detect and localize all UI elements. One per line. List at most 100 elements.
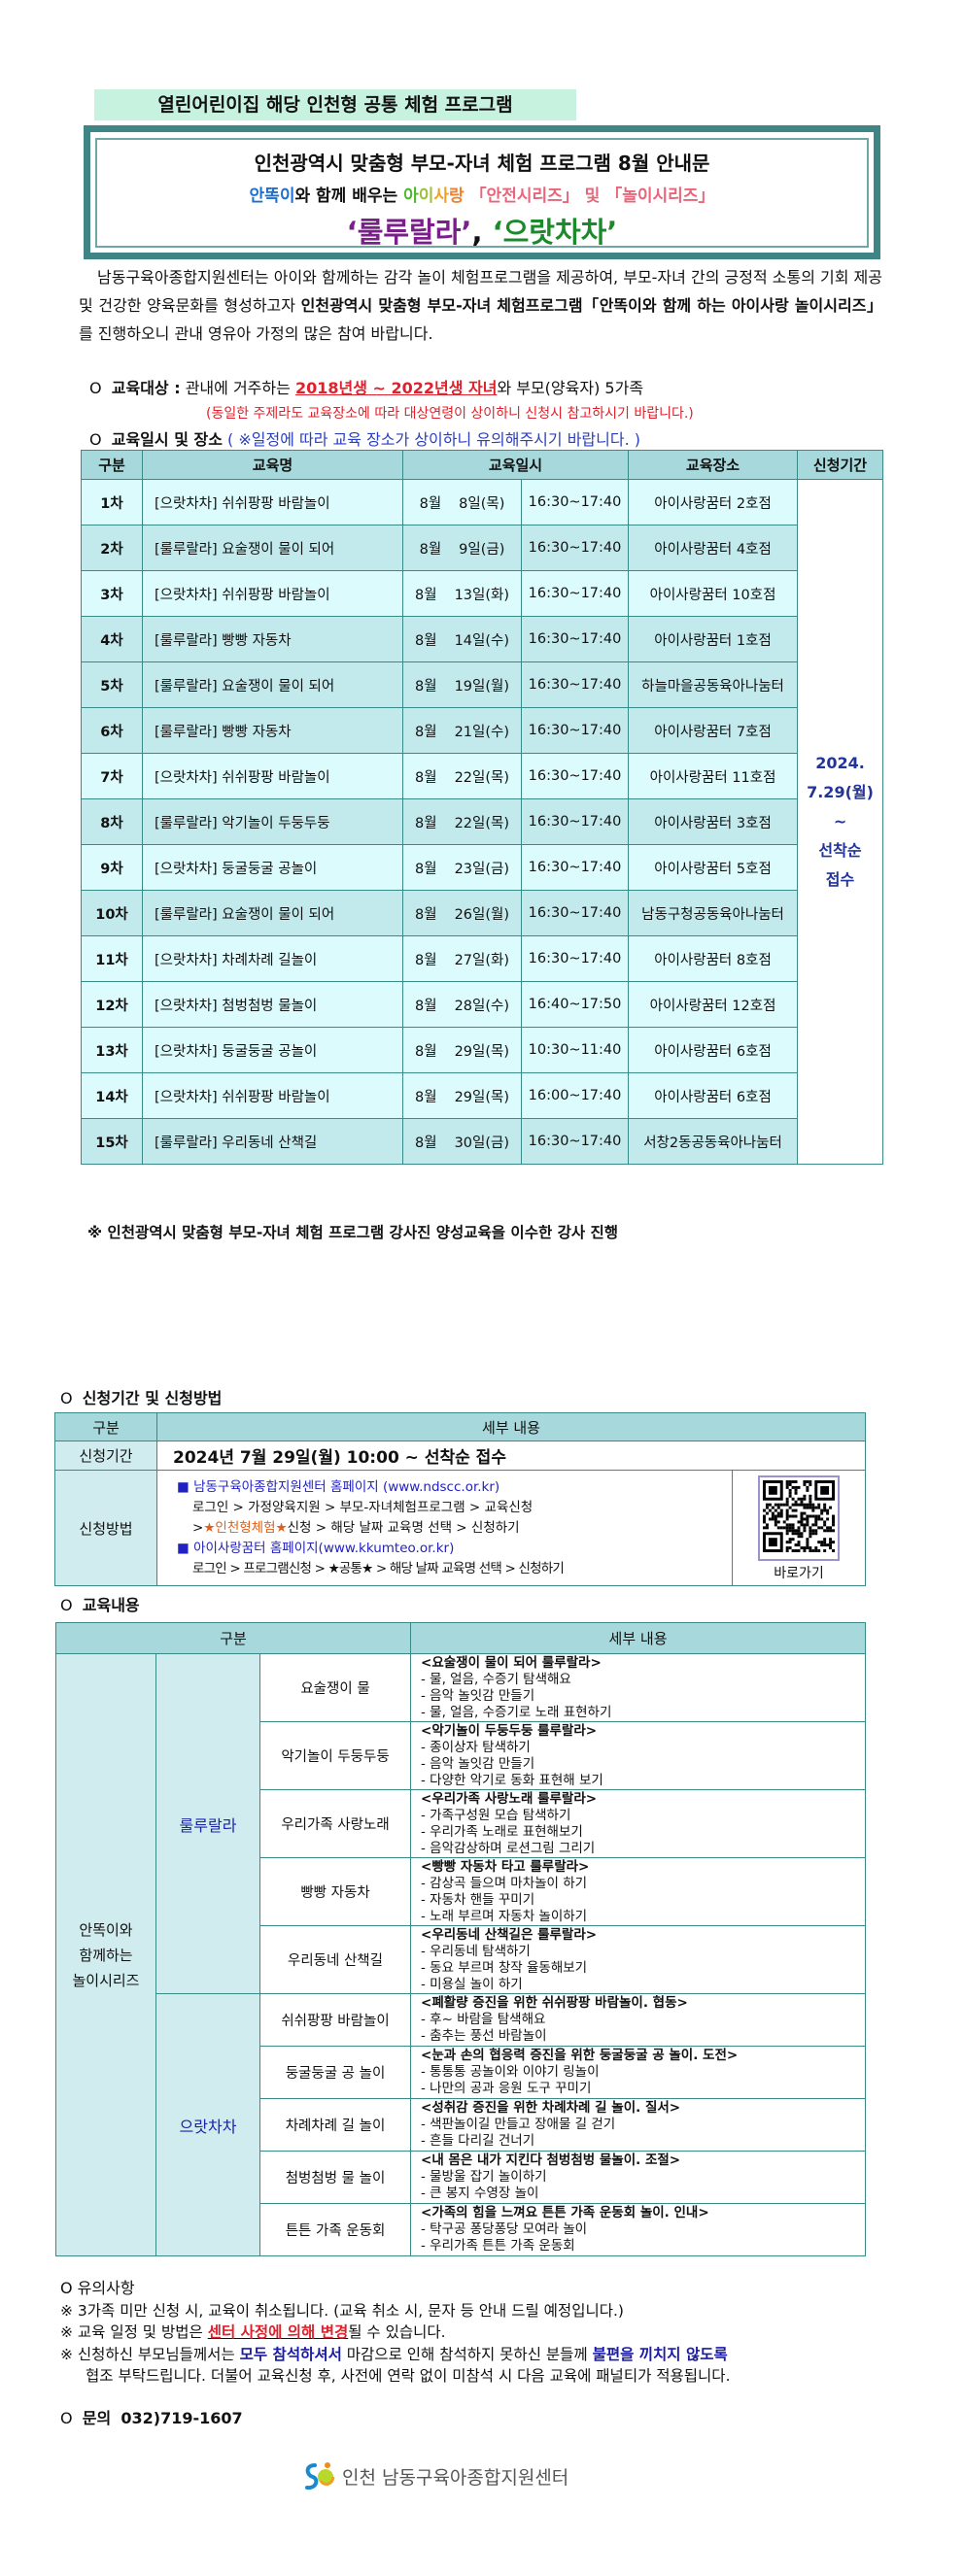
time: 16:30~17:40 bbox=[520, 753, 630, 799]
program-name: [룰루랄라] 빵빵 자동차 bbox=[142, 707, 403, 754]
day: 26일(월) bbox=[454, 906, 510, 923]
place: 아이사랑꿈터 7호점 bbox=[628, 707, 799, 754]
qr-label[interactable]: 바로가기 bbox=[774, 1566, 824, 1581]
qr-code[interactable] bbox=[758, 1475, 840, 1561]
intro-paragraph: 남동구육아종합지원센터는 아이와 함께하는 감각 놀이 체험프로그램을 제공하여… bbox=[79, 263, 882, 348]
site1-url[interactable]: (www.ndscc.or.kr) bbox=[382, 1478, 500, 1495]
target-line: O 교육대상 : 관내에 거주하는 2018년생 ~ 2022년생 자녀와 부모… bbox=[89, 375, 643, 398]
path-rest: 신청 > 해당 날짜 교육명 선택 > 신청하기 bbox=[287, 1519, 520, 1536]
time: 16:30~17:40 bbox=[520, 935, 630, 982]
session-number: 3차 bbox=[81, 570, 143, 617]
schedule-note: ( ※일정에 따라 교육 장소가 상이하니 유의해주시기 바랍니다. ) bbox=[222, 430, 640, 449]
schedule-row: 3차 [으랏차차] 쉬쉬팡팡 바람놀이 8월 13일(화) 16:30~17:40 아이사… bbox=[81, 570, 883, 617]
site1-path-2: >★인천형체험★신청 > 해당 날짜 교육명 선택 > 신청하기 bbox=[177, 1518, 732, 1539]
topic-details: <눈과 손의 협응력 증진을 위한 둥굴둥굴 공 놀이. 도전> - 통통통 공놀… bbox=[410, 2046, 867, 2099]
content-row: 악기놀이 두둥두둥 <악기놀이 두둥두둥 룰루랄라> - 종이상자 탐색하기 - 음악… bbox=[56, 1721, 867, 1790]
detail-line: <폐활량 증진을 위한 쉬쉬팡팡 바람놀이. 협동> bbox=[421, 1995, 688, 2011]
content-row: 빵빵 자동차 <빵빵 자동차 타고 룰루랄라> - 감상곡 들으며 마차놀이 하기 -… bbox=[56, 1857, 867, 1926]
qr-cell[interactable]: 바로가기 bbox=[732, 1470, 866, 1586]
place: 아이사랑꿈터 1호점 bbox=[628, 616, 799, 662]
time: 16:30~17:40 bbox=[520, 707, 630, 754]
note-text: ※ 신청하신 부모님들께서는 bbox=[60, 2345, 240, 2363]
schedule-row: 14차 [으랏차차] 쉬쉬팡팡 바람놀이 8월 29일(목) 16:00~17:40 아이… bbox=[81, 1072, 883, 1119]
date: 8월 30일(금) bbox=[402, 1118, 522, 1165]
place: 아이사랑꿈터 6호점 bbox=[628, 1027, 799, 1073]
program-name: [으랏차차] 차례차례 길놀이 bbox=[142, 935, 403, 982]
col-header: 구분 bbox=[54, 1412, 157, 1441]
schedule-row: 6차 [룰루랄라] 빵빵 자동차 8월 21일(수) 16:30~17:40 아이사랑꿈터… bbox=[81, 707, 883, 754]
program-name: [으랏차차] 쉬쉬팡팡 바람놀이 bbox=[142, 479, 403, 525]
month: 8월 bbox=[414, 724, 437, 740]
page-subtitle: 안똑이와 함께 배우는 아이사랑 「안전시리즈」 및 「놀이시리즈」 bbox=[97, 182, 867, 206]
detail-line: - 나만의 공과 응원 도구 꾸미기 bbox=[421, 2081, 592, 2096]
detail-line: <악기놀이 두둥두둥 룰루랄라> bbox=[421, 1722, 598, 1739]
bullet: O bbox=[60, 1389, 73, 1407]
session-number: 15차 bbox=[81, 1118, 143, 1165]
detail-line: - 통통통 공놀이와 이야기 링놀이 bbox=[421, 2064, 600, 2080]
period-line: 선착순 bbox=[818, 841, 862, 860]
target-post: 와 부모(양육자) 5가족 bbox=[497, 379, 644, 397]
day: 8일(목) bbox=[459, 495, 505, 512]
subtitle-aisarang-2: 이 bbox=[418, 186, 434, 206]
detail-line: - 물, 얼음, 수증기로 노래 표현하기 bbox=[421, 1704, 612, 1720]
period-line: ~ bbox=[833, 812, 847, 830]
square-bullet-icon: ■ bbox=[177, 1478, 189, 1495]
date: 8월 22일(목) bbox=[402, 753, 522, 799]
date: 8월 28일(수) bbox=[402, 981, 522, 1028]
month: 8월 bbox=[414, 906, 437, 923]
session-number: 14차 bbox=[81, 1072, 143, 1119]
detail-line: <가족의 힘을 느껴요 튼튼 가족 운동회 놀이. 인내> bbox=[421, 2205, 709, 2220]
topic-details: <성취감 증진을 위한 차례차례 길 놀이. 질서> - 색판놀이길 만들고 장애… bbox=[410, 2098, 867, 2152]
detail-line: - 다양한 악기로 동화 표현해 보기 bbox=[421, 1772, 603, 1788]
topic: 쉬쉬팡팡 바람놀이 bbox=[258, 1993, 412, 2047]
time: 16:30~17:40 bbox=[520, 798, 630, 845]
topic-details: <내 몸은 내가 지킨다 첨벙첨벙 물놀이. 조절> - 물방울 잡기 놀이하기 -… bbox=[410, 2151, 867, 2204]
day: 22일(목) bbox=[454, 769, 510, 786]
detail-line: - 우리가족 노래로 표현해보기 bbox=[421, 1823, 583, 1840]
month: 8월 bbox=[414, 769, 437, 786]
site1-link[interactable]: 남동구육아종합지원센터 홈페이지 bbox=[193, 1478, 379, 1495]
detail-line: - 춤추는 풍선 바람놀이 bbox=[421, 2028, 547, 2044]
month: 8월 bbox=[414, 587, 437, 603]
detail-line: <요술쟁이 물이 되어 룰루랄라> bbox=[421, 1654, 602, 1671]
session-number: 9차 bbox=[81, 844, 143, 891]
note-text: ※ 교육 일정 및 방법은 bbox=[60, 2323, 208, 2341]
day: 27일(화) bbox=[454, 952, 510, 968]
schedule-row: 15차 [룰루랄라] 우리동네 산책길 8월 30일(금) 16:30~17:40 서창2… bbox=[81, 1118, 883, 1165]
subtitle-aisarang-3: 사 bbox=[433, 186, 449, 206]
date: 8월 26일(월) bbox=[402, 890, 522, 936]
period-line: 2024. bbox=[815, 754, 865, 772]
schedule-row: 2차 [룰루랄라] 요술쟁이 물이 되어 8월 9일(금) 16:30~17:40 아이사… bbox=[81, 525, 883, 571]
title-box: 인천광역시 맞춤형 부모-자녀 체험 프로그램 8월 안내문 안똑이와 함께 배… bbox=[84, 125, 880, 259]
detail-line: - 큰 봉지 수영장 놀이 bbox=[421, 2186, 539, 2201]
schedule-row: 8차 [룰루랄라] 악기놀이 두둥두둥 8월 22일(목) 16:30~17:40 아이사… bbox=[81, 798, 883, 845]
intro-text-bold: 인천광역시 맞춤형 부모-자녀 체험프로그램「안똑이와 함께 하는 아이사랑 놀… bbox=[300, 296, 882, 315]
content-row: 튼튼 가족 운동회 <가족의 힘을 느껴요 튼튼 가족 운동회 놀이. 인내> - … bbox=[56, 2203, 867, 2256]
session-number: 7차 bbox=[81, 753, 143, 799]
detail-line: <우리동네 산책길은 룰루랄라> bbox=[421, 1926, 598, 1943]
topic: 악기놀이 두둥두둥 bbox=[258, 1721, 412, 1790]
target-label: 교육대상 : bbox=[111, 379, 181, 397]
site2-link[interactable]: 아이사랑꿈터 홈페이지(www.kkumteo.or.kr) bbox=[193, 1540, 455, 1556]
method-label: 신청방법 bbox=[54, 1470, 157, 1586]
instructor-note: ※ 인천광역시 맞춤형 부모-자녀 체험 프로그램 강사진 양성교육을 이수한 … bbox=[87, 1224, 619, 1241]
topic-details: <빵빵 자동차 타고 룰루랄라> - 감상곡 들으며 마차놀이 하기 - 자동차 핸… bbox=[410, 1857, 867, 1926]
time: 10:30~11:40 bbox=[520, 1027, 630, 1073]
date: 8월 22일(목) bbox=[402, 798, 522, 845]
col-header: 구분 bbox=[54, 1622, 412, 1654]
session-number: 8차 bbox=[81, 798, 143, 845]
contact-label: 문의 bbox=[82, 2409, 112, 2427]
month: 8월 bbox=[414, 1135, 437, 1151]
session-number: 11차 bbox=[81, 935, 143, 982]
place: 아이사랑꿈터 2호점 bbox=[628, 479, 799, 525]
date: 8월 21일(수) bbox=[402, 707, 522, 754]
detail-line: - 물방울 잡기 놀이하기 bbox=[421, 2169, 547, 2185]
session-number: 10차 bbox=[81, 890, 143, 936]
logo-icon bbox=[305, 2462, 335, 2491]
detail-line: - 가족구성원 모습 탐색하기 bbox=[421, 1807, 571, 1823]
detail-line: <내 몸은 내가 지킨다 첨벙첨벙 물놀이. 조절> bbox=[421, 2152, 681, 2168]
detail-line: <빵빵 자동차 타고 룰루랄라> bbox=[421, 1858, 590, 1875]
square-bullet-icon: ■ bbox=[177, 1540, 189, 1556]
day: 22일(목) bbox=[454, 815, 510, 831]
subtitle-aisarang-1: 아 bbox=[403, 186, 419, 206]
